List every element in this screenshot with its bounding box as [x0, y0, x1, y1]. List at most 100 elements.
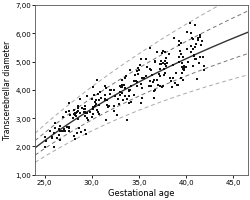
Point [126, 102, 130, 106]
Point [50, 136, 54, 139]
Point [96, 93, 100, 96]
Point [128, 69, 132, 72]
Point [73, 138, 77, 141]
Point [138, 65, 142, 68]
Point [90, 105, 94, 109]
Point [180, 79, 184, 83]
Point [94, 79, 98, 83]
Point [128, 101, 132, 104]
Point [136, 67, 140, 71]
Point [127, 89, 131, 92]
Point [120, 83, 124, 87]
Point [96, 99, 100, 102]
Point [173, 82, 177, 85]
Point [135, 73, 139, 76]
Point [52, 146, 56, 149]
Point [180, 56, 184, 59]
Point [147, 68, 151, 71]
Point [166, 53, 170, 56]
Point [128, 85, 132, 88]
Point [79, 131, 83, 134]
Point [144, 75, 148, 78]
Point [108, 89, 112, 92]
Point [133, 80, 137, 83]
Point [55, 137, 59, 140]
Point [124, 118, 128, 122]
Point [168, 80, 172, 83]
Point [88, 110, 92, 114]
Point [108, 89, 112, 92]
Point [193, 43, 197, 46]
Point [197, 36, 201, 40]
Point [179, 72, 183, 75]
Point [120, 79, 124, 82]
Point [63, 130, 67, 133]
X-axis label: Gestational age: Gestational age [108, 188, 174, 197]
Point [44, 139, 48, 143]
Point [188, 52, 192, 55]
Point [74, 115, 78, 118]
Point [160, 50, 164, 53]
Point [132, 94, 136, 97]
Point [127, 89, 131, 92]
Point [77, 98, 81, 101]
Point [98, 97, 102, 100]
Point [76, 110, 80, 113]
Point [181, 67, 185, 71]
Point [67, 127, 71, 130]
Point [108, 93, 112, 96]
Point [117, 103, 121, 106]
Point [81, 108, 85, 111]
Point [118, 86, 122, 89]
Point [72, 135, 76, 138]
Point [140, 77, 143, 80]
Point [103, 119, 107, 122]
Point [67, 126, 71, 129]
Point [133, 74, 137, 78]
Point [197, 34, 201, 38]
Point [136, 69, 140, 72]
Point [194, 78, 198, 81]
Point [52, 132, 56, 135]
Point [192, 54, 196, 57]
Point [170, 86, 174, 90]
Point [202, 65, 205, 68]
Point [177, 61, 181, 64]
Point [178, 54, 182, 57]
Point [119, 84, 123, 87]
Point [195, 39, 199, 42]
Point [76, 118, 80, 121]
Point [139, 97, 143, 100]
Point [43, 136, 47, 139]
Point [86, 119, 90, 122]
Point [162, 68, 166, 72]
Point [159, 60, 163, 63]
Point [72, 113, 76, 116]
Point [174, 72, 178, 75]
Point [112, 110, 116, 113]
Point [102, 98, 106, 102]
Point [147, 80, 151, 83]
Point [122, 87, 126, 90]
Point [181, 68, 185, 71]
Point [122, 84, 126, 88]
Point [92, 105, 96, 108]
Point [134, 70, 138, 73]
Point [84, 117, 88, 120]
Point [123, 75, 127, 78]
Point [144, 58, 148, 61]
Point [178, 42, 182, 45]
Point [97, 91, 101, 94]
Point [157, 75, 161, 78]
Point [90, 98, 94, 101]
Point [127, 95, 131, 98]
Point [82, 111, 86, 114]
Point [83, 105, 87, 108]
Point [188, 45, 192, 49]
Point [73, 114, 77, 117]
Point [139, 83, 143, 86]
Point [83, 111, 87, 115]
Point [199, 40, 203, 43]
Point [140, 87, 143, 90]
Point [48, 130, 52, 133]
